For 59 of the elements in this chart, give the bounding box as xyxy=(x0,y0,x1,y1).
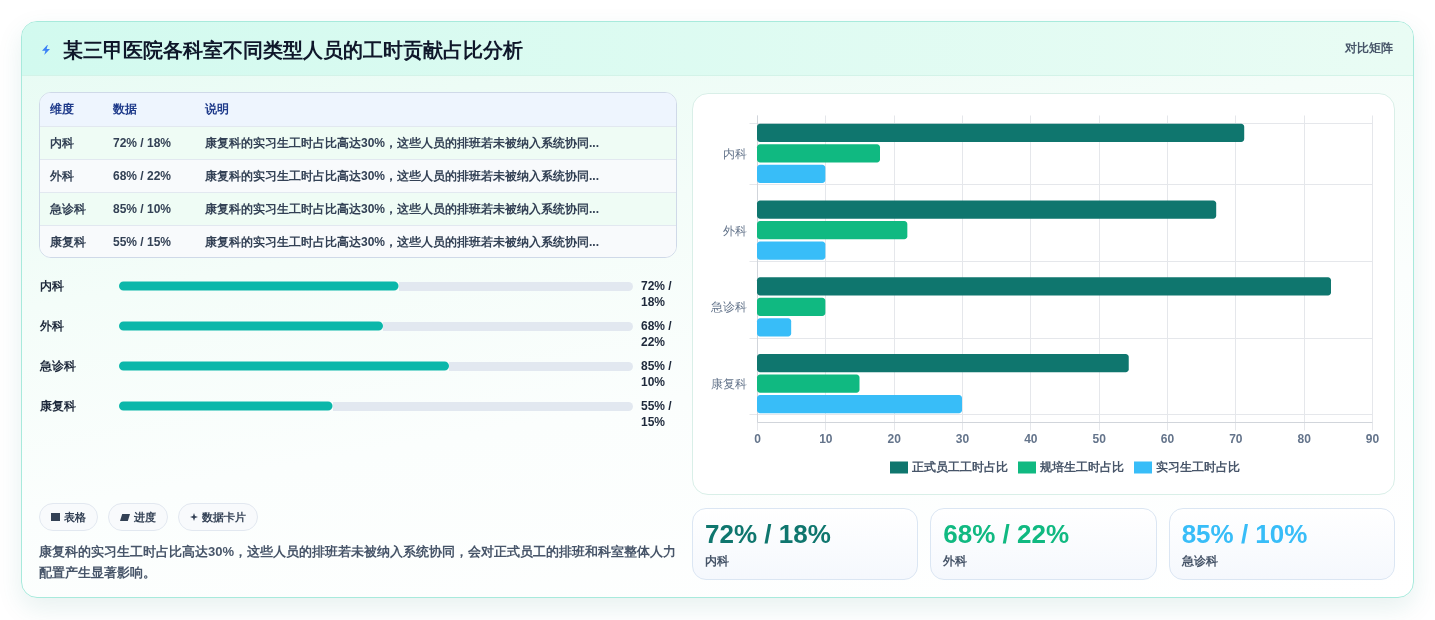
bar xyxy=(757,164,826,184)
legend-label: 规培生工时占比 xyxy=(1039,460,1124,475)
bar xyxy=(757,144,880,163)
y-tick-label: 康复科 xyxy=(38,399,76,413)
x-tick-label: 90 xyxy=(1365,431,1380,446)
text: 68% / 22% xyxy=(943,519,1070,549)
bar xyxy=(757,318,792,337)
text: 康复科的实习生工时占比高达30%，这些人员的排班若未被纳入系统协同... xyxy=(205,234,600,251)
bar xyxy=(757,353,1129,373)
text: 72% / 18% xyxy=(113,136,172,150)
text: 康复科的实习生工时占比高达30%，这些人员的排班若未被纳入系统协同，会对正式员工的排班和科室整体人力配置产生显著影响。 xyxy=(39,543,678,582)
text: 说明 xyxy=(205,101,229,118)
text: 表格 xyxy=(64,509,86,525)
category-label: 外科 xyxy=(943,553,968,569)
bar xyxy=(757,220,908,240)
x-tick-label: 50 xyxy=(1092,431,1107,446)
text: 55% / 15% xyxy=(113,235,172,249)
text: 68% / 22% xyxy=(113,169,172,183)
y-tick-label: 急诊科 xyxy=(38,359,76,373)
text: 数据卡片 xyxy=(202,509,246,525)
bar xyxy=(757,200,1217,219)
text: 85% / 10% xyxy=(1181,519,1308,549)
data-label: 68% / 22% xyxy=(641,319,673,349)
bar xyxy=(757,374,860,393)
text: 康复科的实习生工时占比高达30%，这些人员的排班若未被纳入系统协同... xyxy=(205,168,600,185)
text: 维度 xyxy=(50,101,74,118)
legend-label: 实习生工时占比 xyxy=(1156,460,1240,475)
text: 对比矩阵 xyxy=(1345,40,1393,56)
x-tick-label: 0 xyxy=(754,431,762,446)
bar xyxy=(757,297,826,317)
y-tick-label: 康复科 xyxy=(710,377,747,392)
legend-label: 正式员工工时占比 xyxy=(911,460,1008,475)
y-tick-label: 外科 xyxy=(722,223,747,238)
text: 康复科的实习生工时占比高达30%，这些人员的排班若未被纳入系统协同... xyxy=(205,201,600,218)
x-tick-label: 70 xyxy=(1229,431,1243,446)
text: 进度 xyxy=(134,509,156,525)
x-tick-label: 30 xyxy=(955,431,970,446)
data-label: 72% / 18% xyxy=(641,279,673,309)
category-label: 急诊科 xyxy=(1181,553,1218,569)
bar xyxy=(757,394,962,414)
bar xyxy=(757,277,1331,296)
text: 85% / 10% xyxy=(113,202,172,216)
y-tick-label: 外科 xyxy=(38,319,64,333)
x-tick-label: 60 xyxy=(1160,431,1175,446)
text: 某三甲医院各科室不同类型人员的工时贡献占比分析 xyxy=(63,38,523,63)
text: 数据 xyxy=(113,101,137,118)
data-label: 55% / 15% xyxy=(641,399,673,429)
bar xyxy=(757,241,826,260)
x-tick-label: 20 xyxy=(887,431,902,446)
x-tick-label: 40 xyxy=(1024,431,1038,446)
text: 72% / 18% xyxy=(705,519,831,549)
x-tick-label: 10 xyxy=(819,431,833,446)
y-tick-label: 急诊科 xyxy=(709,300,747,315)
text: 康复科的实习生工时占比高达30%，这些人员的排班若未被纳入系统协同... xyxy=(205,135,600,152)
y-tick-label: 内科 xyxy=(39,279,64,293)
y-tick-label: 内科 xyxy=(722,146,747,161)
data-label: 85% / 10% xyxy=(641,359,673,389)
bar xyxy=(757,123,1245,143)
x-tick-label: 80 xyxy=(1297,431,1312,446)
